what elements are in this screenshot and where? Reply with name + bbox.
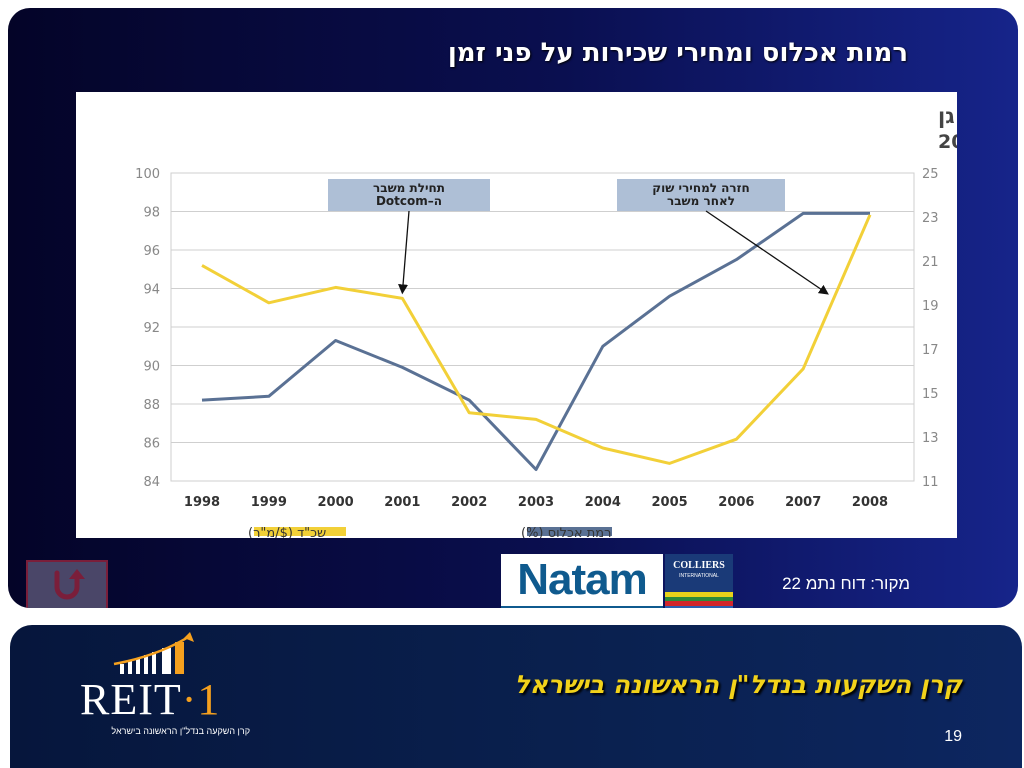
- y-right-tick-label: 15: [922, 387, 939, 402]
- y-left-tick-label: 98: [143, 206, 160, 221]
- annotation-box: [328, 179, 490, 211]
- back-button[interactable]: [26, 560, 108, 608]
- y-right-tick-label: 23: [922, 211, 939, 226]
- chart-subtitle: רמות אכלוס ומחירי שכירות ממוצעים, 1998–2…: [938, 131, 957, 153]
- x-tick-label: 2008: [852, 495, 888, 510]
- annotation-text: תחילת משבר: [373, 181, 445, 195]
- series-line-occupancy: [201, 211, 870, 471]
- y-left-tick-label: 96: [143, 244, 160, 259]
- chart-container: מגדלי משרדים בתל אביב – רמת גן רמות אכלו…: [76, 92, 957, 538]
- x-tick-label: 1998: [184, 495, 220, 510]
- legend-layer: רמת אכלוס (%) שכ"ד ($/מ"ר): [248, 526, 612, 538]
- bar-chart-arrow-icon: [113, 632, 194, 674]
- colliers-logo: COLLIERS INTERNATIONAL: [665, 554, 733, 608]
- legend-label: שכ"ד ($/מ"ר): [248, 526, 326, 538]
- slide-panel: רמות אכלוס ומחירי שכירות על פני זמן מגדל…: [8, 8, 1018, 608]
- grid-layer: [170, 172, 915, 482]
- undo-arrow-icon: [54, 569, 85, 600]
- x-tick-label: 2007: [785, 495, 821, 510]
- legend-swatch: [254, 527, 346, 536]
- plot-frame: [170, 172, 915, 482]
- x-tick-label: 2002: [451, 495, 487, 510]
- x-tick-label: 2000: [318, 495, 354, 510]
- y-right-tick-label: 19: [922, 299, 939, 314]
- series-layer: [201, 211, 872, 471]
- reit-logo-num: 1: [197, 675, 221, 724]
- series-line-rent: [201, 214, 872, 465]
- x-tick-label: 2006: [718, 495, 754, 510]
- slide-title: רמות אכלוס ומחירי שכירות על פני זמן: [447, 38, 908, 68]
- y-left-tick-label: 90: [143, 360, 160, 375]
- y-left-tick-label: 100: [135, 167, 160, 182]
- source-text: מקור: דוח נתמ 22: [782, 574, 910, 593]
- x-tick-label: 2003: [518, 495, 554, 510]
- annotation-text: ה–Dotcom: [376, 194, 442, 208]
- legend-swatch: [527, 527, 612, 536]
- reit-logo-text: REIT·1: [80, 675, 221, 724]
- footer-slogan: קרן השקעות בנדל"ן הראשונה בישראל: [514, 670, 962, 699]
- y-right-tick-label: 11: [922, 475, 939, 490]
- y-right-tick-label: 25: [922, 167, 939, 182]
- legend-label: רמת אכלוס (%): [521, 526, 611, 538]
- chart-title: מגדלי משרדים בתל אביב – רמת גן: [938, 104, 957, 128]
- natam-logo: Natam: [501, 554, 663, 608]
- x-tick-label: 2005: [652, 495, 688, 510]
- y-left-tick-label: 86: [143, 437, 160, 452]
- y-right-tick-label: 13: [922, 431, 939, 446]
- annotation-text: חזרה למחירי שוק: [652, 181, 749, 195]
- reit-logo-main: REIT: [80, 675, 182, 724]
- page-number: 19: [944, 728, 962, 745]
- y-right-tick-label: 21: [922, 255, 939, 270]
- reit-tagline: קרן השקעה בנדל"ן הראשונה בישראל: [111, 726, 250, 736]
- y-left-tick-label: 88: [143, 398, 160, 413]
- x-tick-label: 2001: [384, 495, 420, 510]
- colliers-logo-line1: COLLIERS: [673, 560, 725, 571]
- colliers-stripes: [665, 592, 733, 608]
- reit-logo: REIT·1 קרן השקעה בנדל"ן הראשונה בישראל: [68, 630, 250, 742]
- annotation-arrow: [398, 210, 410, 295]
- annotation-arrow: [705, 210, 829, 295]
- chart-svg: מגדלי משרדים בתל אביב – רמת גן רמות אכלו…: [135, 104, 957, 538]
- y-right-tick-label: 17: [922, 343, 939, 358]
- y-left-tick-label: 94: [143, 283, 160, 298]
- y-left-tick-label: 92: [143, 321, 160, 336]
- x-tick-label: 1999: [251, 495, 287, 510]
- ticks-layer: 100 98 96 94 92 90 88 86 84 25 23 21 19 17 15 13 11 1998 1…: [135, 167, 938, 510]
- x-tick-label: 2004: [585, 495, 621, 510]
- annotation-box: [617, 179, 785, 211]
- annotation-text: לאחר משבר: [667, 194, 735, 208]
- colliers-logo-line2: INTERNATIONAL: [679, 573, 719, 579]
- y-left-tick-label: 84: [143, 475, 160, 490]
